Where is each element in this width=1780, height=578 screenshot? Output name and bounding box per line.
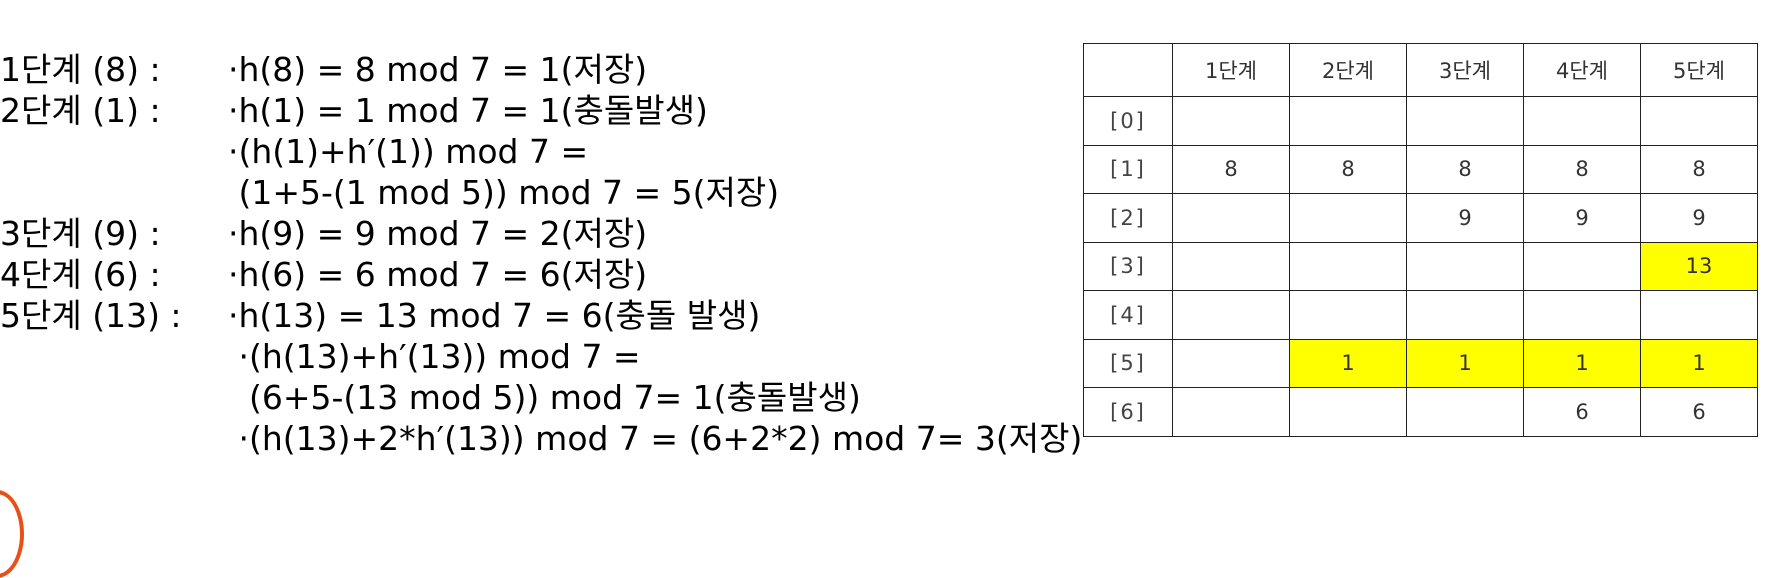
row-index: [6] xyxy=(1083,387,1173,437)
table-cell xyxy=(1289,290,1407,340)
step-label: 2단계 (1) : xyxy=(0,91,172,130)
table-cell: 9 xyxy=(1523,193,1641,243)
row-index: [4] xyxy=(1083,290,1173,340)
table-cell xyxy=(1172,387,1290,437)
step-line: (6+5-(13 mod 5)) mod 7= 1(충돌발생) xyxy=(0,375,861,421)
row-index: [5] xyxy=(1083,338,1173,388)
highlighted-cell: 1 xyxy=(1406,338,1524,388)
step-formula: ·(h(1)+h′(1)) mod 7 = xyxy=(228,132,589,171)
table-row: [5] 1 1 1 1 xyxy=(1083,338,1758,388)
table-row: [1] 8 8 8 8 8 xyxy=(1083,144,1758,194)
table-row: [2] 9 9 9 xyxy=(1083,193,1758,243)
step-line: 4단계 (6) : ·h(6) = 6 mod 7 = 6(저장) xyxy=(0,252,647,298)
step-line: 3단계 (9) : ·h(9) = 9 mod 7 = 2(저장) xyxy=(0,211,647,257)
table-cell xyxy=(1172,290,1290,340)
table-cell xyxy=(1289,241,1407,291)
hash-table-grid: 1단계 2단계 3단계 4단계 5단계 [0] [1] 8 8 8 8 xyxy=(1083,43,1758,437)
hashing-steps: 1단계 (8) : ·h(8) = 8 mod 7 = 1(저장) 2단계 (1… xyxy=(0,47,1082,462)
table-cell xyxy=(1289,96,1407,146)
step-line: 5단계 (13) : ·h(13) = 13 mod 7 = 6(충돌 발생) xyxy=(0,293,760,339)
table-cell xyxy=(1640,96,1758,146)
highlighted-cell: 1 xyxy=(1523,338,1641,388)
row-index: [3] xyxy=(1083,241,1173,291)
table-cell xyxy=(1172,96,1290,146)
step-line: ·(h(1)+h′(1)) mod 7 = xyxy=(0,129,588,175)
highlighted-cell: 1 xyxy=(1289,338,1407,388)
step-formula: (1+5-(1 mod 5)) mod 7 = 5(저장) xyxy=(228,173,780,212)
step-formula: ·h(1) = 1 mod 7 = 1(충돌발생) xyxy=(228,91,708,130)
row-index: [0] xyxy=(1083,96,1173,146)
table-cell xyxy=(1406,290,1524,340)
table-cell xyxy=(1172,241,1290,291)
step-formula: ·h(9) = 9 mod 7 = 2(저장) xyxy=(228,214,648,253)
table-cell: 8 xyxy=(1640,144,1758,194)
table-cell: 8 xyxy=(1523,144,1641,194)
step-label: 3단계 (9) : xyxy=(0,214,172,253)
highlighted-cell: 1 xyxy=(1640,338,1758,388)
step-formula: ·h(8) = 8 mod 7 = 1(저장) xyxy=(228,50,648,89)
step-formula: ·h(13) = 13 mod 7 = 6(충돌 발생) xyxy=(228,296,761,335)
table-cell xyxy=(1289,387,1407,437)
corner-cell xyxy=(1083,43,1173,97)
column-header: 1단계 xyxy=(1172,43,1290,97)
step-label: 4단계 (6) : xyxy=(0,255,172,294)
table-cell: 9 xyxy=(1406,193,1524,243)
column-header: 2단계 xyxy=(1289,43,1407,97)
hash-table: 1단계 2단계 3단계 4단계 5단계 [0] [1] 8 8 8 8 xyxy=(1083,43,1758,437)
table-cell xyxy=(1172,338,1290,388)
table-cell: 8 xyxy=(1406,144,1524,194)
table-cell: 8 xyxy=(1172,144,1290,194)
step-line: 1단계 (8) : ·h(8) = 8 mod 7 = 1(저장) xyxy=(0,47,647,93)
row-index: [2] xyxy=(1083,193,1173,243)
step-line: ·(h(13)+2*h′(13)) mod 7 = (6+2*2) mod 7=… xyxy=(0,416,1082,462)
step-label: 5단계 (13) : xyxy=(0,296,182,335)
column-header: 3단계 xyxy=(1406,43,1524,97)
table-cell: 9 xyxy=(1640,193,1758,243)
step-formula: ·(h(13)+2*h′(13)) mod 7 = (6+2*2) mod 7=… xyxy=(228,419,1083,458)
column-header: 4단계 xyxy=(1523,43,1641,97)
step-label: 1단계 (8) : xyxy=(0,50,172,89)
table-cell xyxy=(1406,241,1524,291)
table-cell xyxy=(1523,290,1641,340)
table-row: [0] xyxy=(1083,96,1758,146)
step-formula: ·(h(13)+h′(13)) mod 7 = xyxy=(228,337,641,376)
table-cell: 6 xyxy=(1523,387,1641,437)
step-line: (1+5-(1 mod 5)) mod 7 = 5(저장) xyxy=(0,170,779,216)
column-header: 5단계 xyxy=(1640,43,1758,97)
table-row: [3] 13 xyxy=(1083,241,1758,291)
table-cell xyxy=(1523,96,1641,146)
table-cell xyxy=(1406,387,1524,437)
table-cell xyxy=(1289,193,1407,243)
table-header-row: 1단계 2단계 3단계 4단계 5단계 xyxy=(1083,43,1758,97)
table-cell: 8 xyxy=(1289,144,1407,194)
step-line: ·(h(13)+h′(13)) mod 7 = xyxy=(0,334,641,380)
step-formula: (6+5-(13 mod 5)) mod 7= 1(충돌발생) xyxy=(228,378,861,417)
table-cell xyxy=(1523,241,1641,291)
step-line: 2단계 (1) : ·h(1) = 1 mod 7 = 1(충돌발생) xyxy=(0,88,708,134)
table-row: [6] 6 6 xyxy=(1083,387,1758,437)
table-row: [4] xyxy=(1083,290,1758,340)
highlighted-cell: 13 xyxy=(1640,241,1758,291)
step-formula: ·h(6) = 6 mod 7 = 6(저장) xyxy=(228,255,648,294)
table-cell xyxy=(1640,290,1758,340)
table-cell xyxy=(1406,96,1524,146)
table-cell xyxy=(1172,193,1290,243)
row-index: [1] xyxy=(1083,144,1173,194)
table-cell: 6 xyxy=(1640,387,1758,437)
